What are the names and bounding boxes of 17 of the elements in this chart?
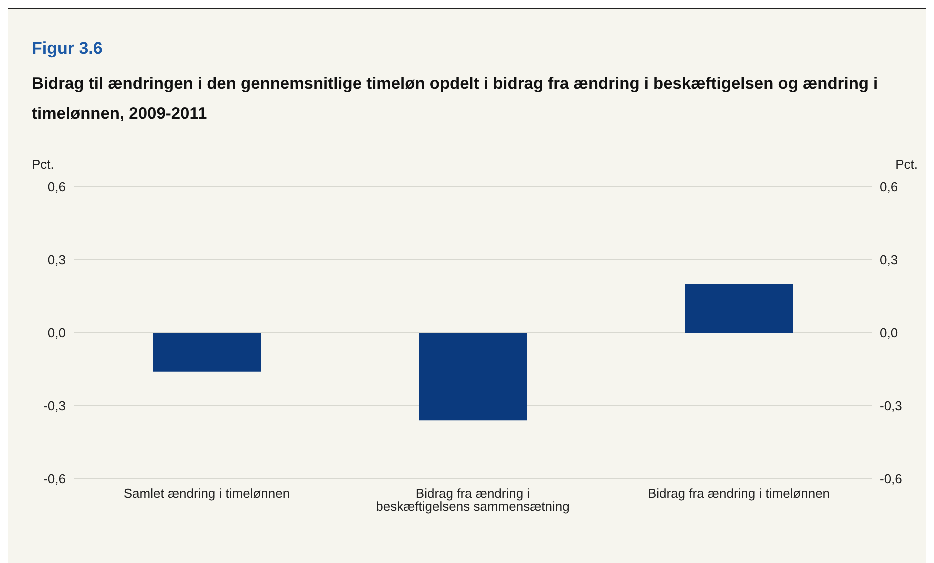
y-axis-title: Pct. [32, 157, 54, 172]
y-tick-label: -0,6 [44, 472, 66, 487]
x-tick-label: Bidrag fra ændring i beskæftigelsens sammensætning [376, 486, 570, 514]
y-tick-label: -0,3 [44, 398, 66, 414]
chart-subtitle: Bidrag til ændringen i den gennemsnitlige timeløn opdelt i bidrag fra ændring i beskæftigelsen og ændring i timelønnen, 2009-2011 [32, 74, 880, 125]
y-tick-label: 0,6 [48, 180, 66, 195]
x-tick-label: Bidrag fra ændring i timelønnen [648, 486, 830, 502]
y2-tick-label: 0,3 [880, 252, 898, 268]
chart-title: Figur 3.6 [32, 39, 103, 59]
y-tick-label: 0,3 [48, 252, 66, 268]
y-tick-label: 0,0 [48, 326, 66, 341]
y2-tick-label: 0,6 [880, 180, 898, 195]
y2-tick-label: -0,6 [880, 472, 902, 487]
y2-tick-label: 0,0 [880, 326, 898, 341]
y2-tick-label: -0,3 [880, 398, 902, 414]
x-tick-label: Samlet ændring i timelønnen [124, 486, 290, 502]
y2-axis-title: Pct. [896, 157, 918, 172]
